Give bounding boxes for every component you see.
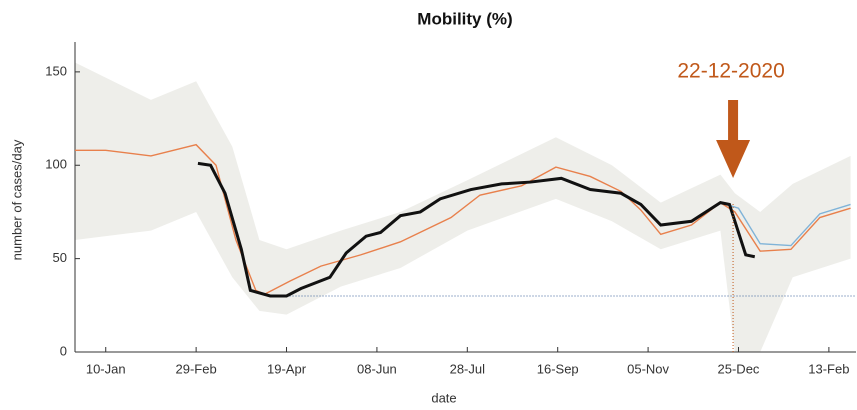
x-tick-label: 19-Apr xyxy=(267,361,307,376)
x-tick-label: 13-Feb xyxy=(808,361,849,376)
y-axis-label: number of cases/day xyxy=(9,139,24,260)
x-tick-label: 05-Nov xyxy=(627,361,669,376)
annotation-arrow xyxy=(716,100,751,178)
line-series xyxy=(197,161,756,298)
x-tick-label: 25-Dec xyxy=(718,361,760,376)
x-tick-label: 16-Sep xyxy=(537,361,579,376)
y-tick-label: 100 xyxy=(45,157,67,172)
chart-title: Mobility (%) xyxy=(417,9,512,28)
x-axis-label: date xyxy=(431,390,456,405)
x-tick-label: 28-Jul xyxy=(450,361,486,376)
y-tick-label: 150 xyxy=(45,63,67,78)
confidence-band xyxy=(75,62,851,352)
x-tick-label: 29-Feb xyxy=(176,361,217,376)
x-tick-label: 08-Jun xyxy=(357,361,397,376)
annotation-text: 22-12-2020 xyxy=(677,60,784,83)
y-tick-label: 0 xyxy=(60,343,67,358)
x-tick-label: 10-Jan xyxy=(86,361,126,376)
line-series xyxy=(720,201,851,247)
y-tick-label: 50 xyxy=(53,250,67,265)
